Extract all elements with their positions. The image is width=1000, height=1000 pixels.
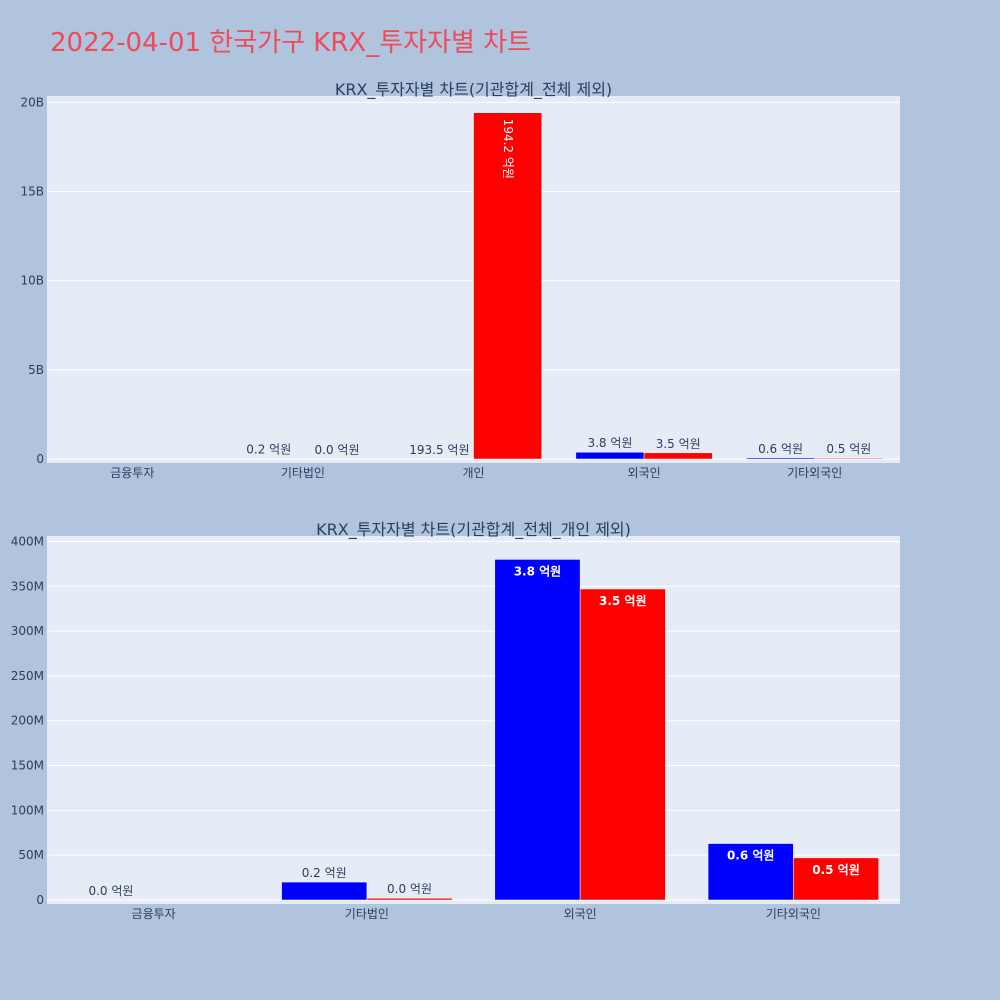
y-tick-label: 400M — [11, 534, 44, 548]
x-tick-label: 금융투자 — [110, 466, 154, 480]
y-tick-label: 150M — [11, 759, 44, 773]
data-label: 0.6 억원 — [758, 442, 803, 456]
bar — [281, 881, 368, 901]
bar — [793, 857, 879, 901]
data-label: 0.0 억원 — [387, 882, 432, 896]
x-tick-label: 금융투자 — [132, 907, 176, 921]
data-label: 0.0 억원 — [315, 443, 360, 457]
y-tick-label: 5B — [28, 363, 44, 377]
x-tick-label: 외국인 — [564, 907, 597, 921]
x-tick-label: 외국인 — [628, 466, 661, 480]
y-tick-label: 50M — [18, 848, 44, 862]
bar — [579, 588, 666, 901]
y-tick-label: 15B — [20, 185, 44, 199]
chart-2: KRX_투자자별 차트(기관합계_전체_개인 제외) 0 50M 100M 150M 20… — [11, 520, 900, 921]
bar — [746, 457, 815, 460]
data-label: 3.5 억원 — [599, 594, 647, 608]
bar — [494, 559, 581, 901]
chart-title: KRX_투자자별 차트(기관합계_전체 제외) — [335, 80, 612, 100]
y-tick-label: 10B — [20, 274, 44, 288]
data-label: 3.8 억원 — [587, 436, 632, 450]
y-tick-label: 0 — [36, 893, 44, 907]
x-tick-label: 기타법인 — [281, 466, 325, 480]
data-label: 0.5 억원 — [826, 442, 871, 456]
data-label: 3.5 억원 — [656, 437, 701, 451]
y-tick-label: 300M — [11, 624, 44, 638]
x-tick-label: 개인 — [462, 466, 484, 480]
bar — [366, 897, 453, 901]
y-tick-label: 100M — [11, 803, 44, 817]
data-label: 0.2 억원 — [302, 866, 347, 880]
x-tick-label: 기타법인 — [345, 907, 389, 921]
data-label: 3.8 억원 — [514, 564, 562, 578]
plot-area — [47, 536, 900, 904]
bar — [643, 452, 713, 460]
data-label: 193.5 억원 — [409, 443, 469, 457]
bar — [473, 112, 542, 460]
y-tick-label: 20B — [20, 95, 44, 109]
data-label: 0.6 억원 — [727, 849, 775, 863]
y-tick-label: 350M — [11, 579, 44, 593]
bar — [707, 843, 794, 901]
page-title: 2022-04-01 한국가구 KRX_투자자별 차트 — [50, 28, 532, 58]
data-label: 194.2 억원 — [501, 119, 515, 179]
chart-title: KRX_투자자별 차트(기관합계_전체_개인 제외) — [316, 520, 631, 540]
y-tick-label: 250M — [11, 669, 44, 683]
data-label: 0.2 억원 — [246, 443, 291, 457]
x-tick-label: 기타외국인 — [766, 907, 821, 921]
chart-1: KRX_투자자별 차트(기관합계_전체 제외) 0 5B 10B 15B 20B 금융투자 기… — [20, 80, 900, 480]
data-label: 0.5 억원 — [812, 863, 860, 877]
bar — [575, 451, 645, 460]
data-label: 0.0 억원 — [88, 884, 133, 898]
y-tick-label: 0 — [36, 452, 44, 466]
bar — [814, 457, 884, 460]
y-tick-label: 200M — [11, 714, 44, 728]
x-tick-label: 기타외국인 — [787, 466, 842, 480]
